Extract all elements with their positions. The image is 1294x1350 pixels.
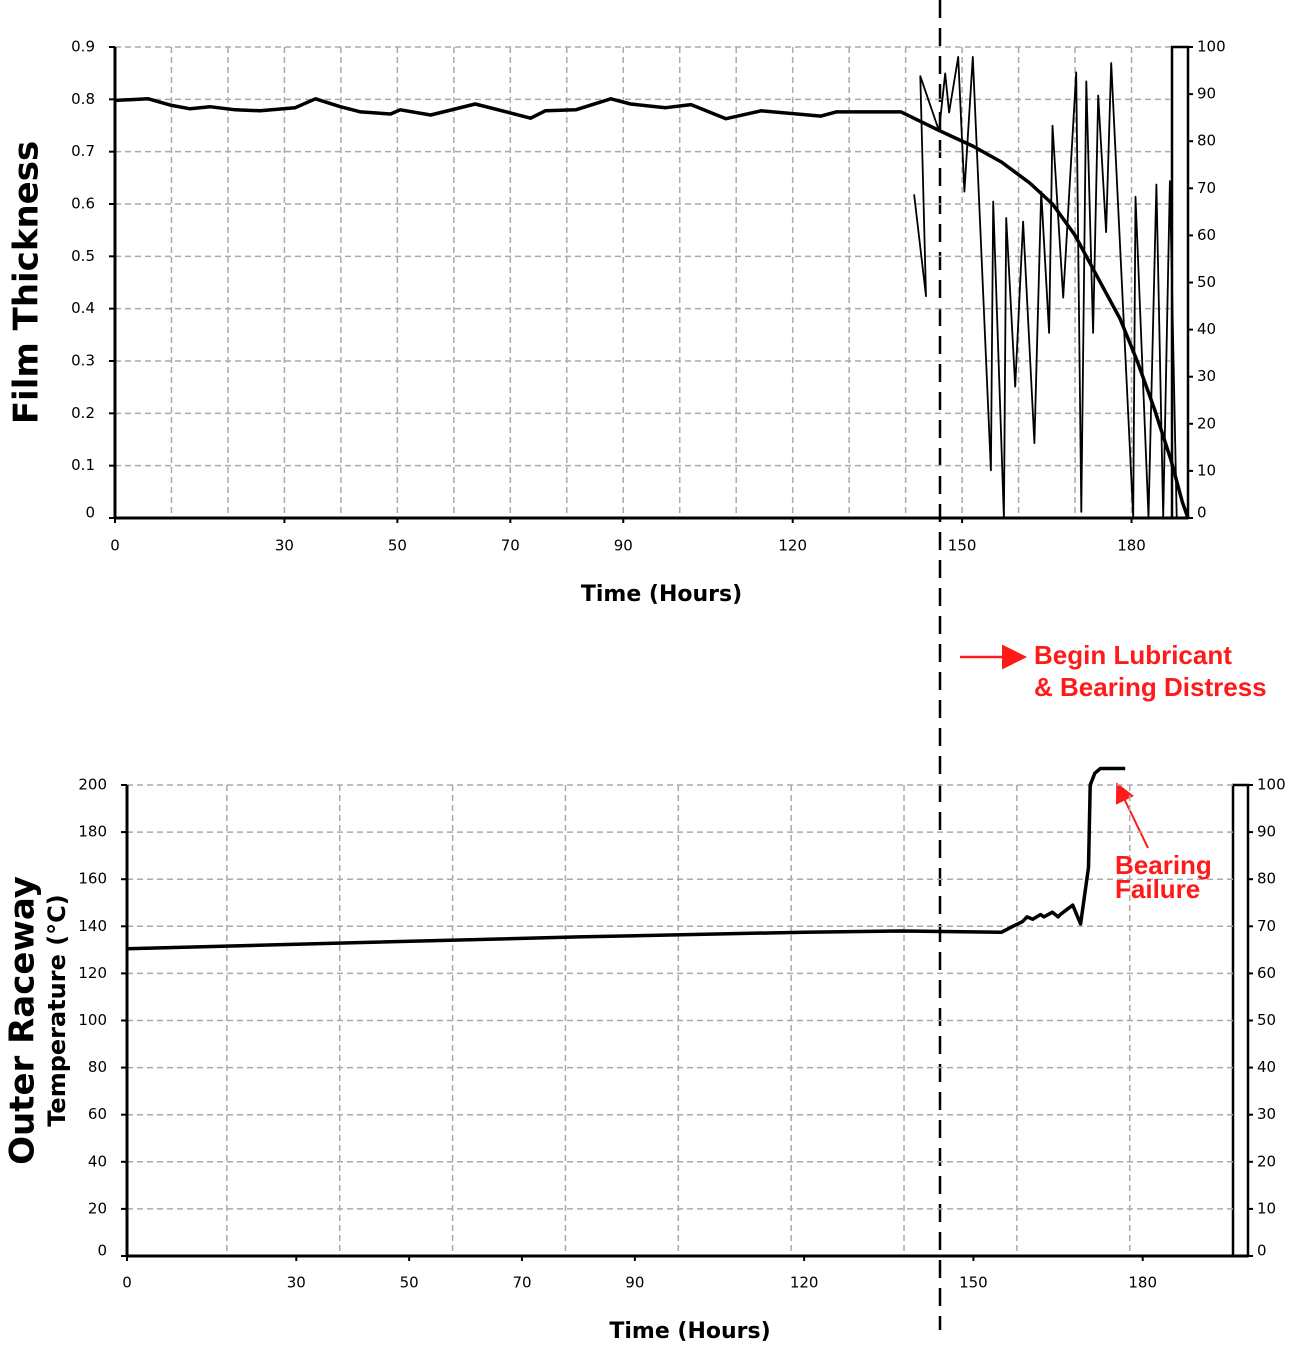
y-axis-title: Film Thickness [7,141,47,424]
y2-tick-label: 20 [1257,1152,1276,1170]
y2-tick-label: 10 [1257,1199,1276,1217]
y-tick-label: 0.4 [71,299,95,317]
data-line [126,766,1126,951]
y-tick-label: 0.3 [71,352,95,370]
x-axis-title: Time (Hours) [609,1319,770,1344]
y2-tick-label: 100 [1197,38,1226,56]
annotation: Failure [1115,874,1200,904]
y-tick-label: 120 [78,964,107,982]
annotation: Bearing [1115,850,1212,880]
x-axis-title: Time (Hours) [581,582,742,607]
axis-frame [1231,783,1250,1258]
y-tick-label: 0 [85,504,95,522]
y-tick-label: 0 [97,1242,107,1260]
x-tick-label: 70 [501,537,520,555]
y-axis-subtitle: Temperature (°C) [43,894,71,1127]
annotation: Begin Lubricant [1034,640,1232,670]
annotation: & Bearing Distress [1034,672,1267,702]
y-tick-label: 0.7 [71,142,95,160]
x-tick-label: 90 [614,537,633,555]
y-axis-title: Outer Raceway [3,876,43,1165]
x-tick-label: 150 [959,1274,988,1292]
y2-tick-label: 80 [1257,870,1276,888]
data-line [913,56,1178,519]
x-tick-label: 30 [287,1274,306,1292]
y2-tick-label: 60 [1257,964,1276,982]
y2-tick-label: 10 [1197,461,1216,479]
y-tick-label: 0.5 [71,247,95,265]
y2-tick-label: 30 [1197,367,1216,385]
y-tick-label: 0.1 [71,456,95,474]
y2-tick-label: 50 [1197,273,1216,291]
y2-tick-label: 90 [1257,823,1276,841]
x-tick-label: 180 [1117,537,1146,555]
annotation-arrow [1115,782,1149,849]
y2-tick-label: 0 [1257,1242,1267,1260]
y-tick-label: 60 [88,1105,107,1123]
y2-tick-label: 0 [1197,504,1207,522]
y2-tick-label: 20 [1197,414,1216,432]
x-tick-label: 120 [790,1274,819,1292]
y-tick-label: 0.9 [71,38,95,56]
y-tick-label: 80 [88,1058,107,1076]
x-tick-label: 70 [512,1274,531,1292]
y2-tick-label: 90 [1197,85,1216,103]
y-tick-label: 100 [78,1011,107,1029]
y-tick-label: 180 [78,823,107,841]
x-tick-label: 150 [948,537,977,555]
data-line [114,97,1190,519]
x-tick-label: 180 [1128,1274,1157,1292]
y2-tick-label: 60 [1197,226,1216,244]
x-tick-label: 0 [122,1274,132,1292]
y-tick-label: 40 [88,1152,107,1170]
x-tick-label: 0 [110,537,120,555]
y2-tick-label: 50 [1257,1011,1276,1029]
y-tick-label: 140 [78,917,107,935]
y-tick-label: 0.6 [71,195,95,213]
y2-tick-label: 40 [1257,1058,1276,1076]
y2-tick-label: 80 [1197,132,1216,150]
y2-tick-label: 70 [1257,917,1276,935]
y-tick-label: 160 [78,870,107,888]
y-tick-label: 0.2 [71,404,95,422]
x-tick-label: 90 [625,1274,644,1292]
y2-tick-label: 70 [1197,179,1216,197]
y2-tick-label: 100 [1257,776,1286,794]
y-tick-label: 200 [78,776,107,794]
x-tick-label: 50 [388,537,407,555]
x-tick-label: 50 [400,1274,419,1292]
y-tick-label: 20 [88,1199,107,1217]
y2-tick-label: 30 [1257,1105,1276,1123]
x-tick-label: 30 [275,537,294,555]
y-tick-label: 0.8 [71,90,95,108]
y2-tick-label: 40 [1197,320,1216,338]
x-tick-label: 120 [778,537,807,555]
